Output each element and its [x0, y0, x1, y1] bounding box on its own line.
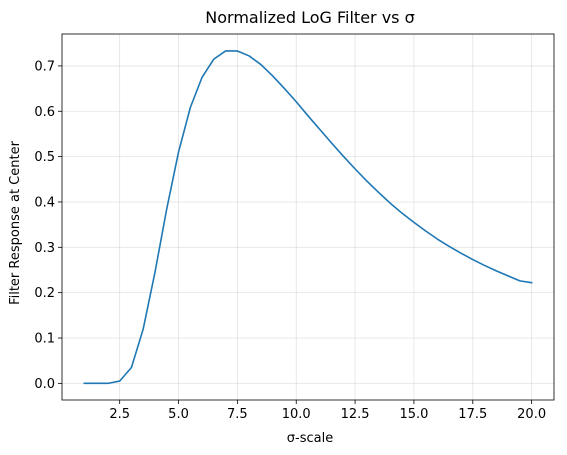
x-tick-label: 7.5 — [227, 407, 248, 422]
x-tick-label: 20.0 — [517, 407, 546, 422]
series-layer — [83, 50, 533, 385]
plot-area-frame — [61, 33, 555, 401]
y-tick-label: 0.5 — [34, 150, 55, 165]
series-line-0 — [83, 50, 533, 385]
y-tick-label: 0.3 — [34, 241, 55, 256]
x-tick-label: 12.5 — [341, 407, 370, 422]
y-tick-label: 0.7 — [34, 59, 55, 74]
y-tick-label: 0.4 — [34, 195, 55, 210]
x-tick-label: 15.0 — [399, 407, 428, 422]
x-axis: 2.5 5.0 7.5 10.0 12.5 15.0 17.5 20.0 — [109, 400, 546, 422]
y-tick-label: 0.2 — [34, 286, 55, 301]
y-tick-label: 0.0 — [34, 377, 55, 392]
x-tick-label: 10.0 — [282, 407, 311, 422]
chart-title: Normalized LoG Filter vs σ — [205, 8, 414, 27]
y-tick-label: 0.1 — [34, 332, 55, 347]
y-axis: 0.0 0.1 0.2 0.3 0.4 0.5 0.6 0.7 — [34, 59, 62, 392]
x-tick-label: 2.5 — [109, 407, 130, 422]
x-tick-label: 17.5 — [458, 407, 487, 422]
grid — [62, 34, 554, 400]
y-tick-label: 0.6 — [34, 105, 55, 120]
x-tick-label: 5.0 — [168, 407, 189, 422]
y-axis-label: Filter Response at Center — [8, 140, 23, 305]
x-axis-label: σ-scale — [287, 431, 333, 446]
